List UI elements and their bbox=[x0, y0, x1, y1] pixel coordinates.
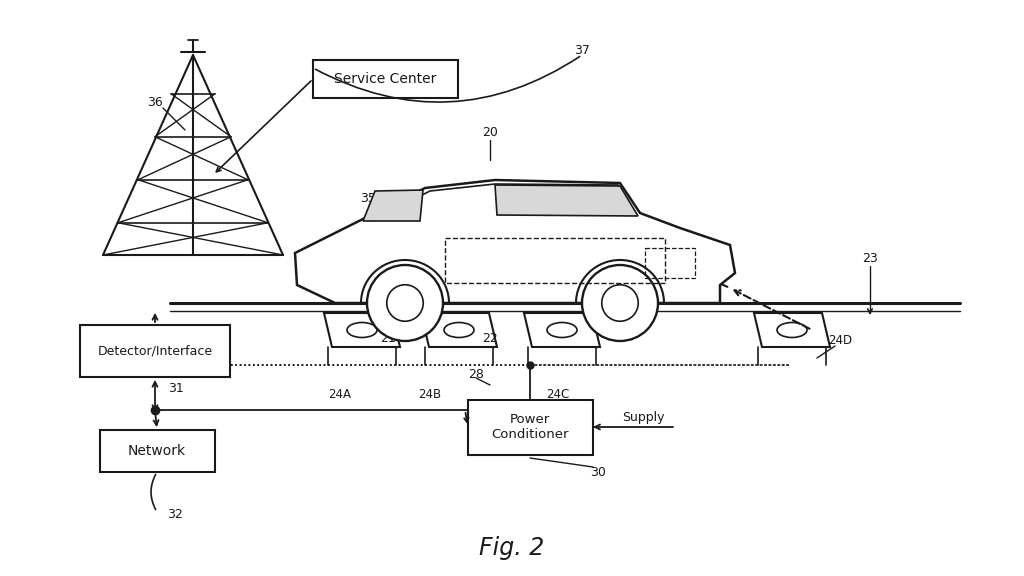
Text: 37: 37 bbox=[574, 44, 590, 56]
Circle shape bbox=[602, 285, 638, 321]
Bar bbox=[100, 430, 215, 472]
Text: 27: 27 bbox=[540, 211, 556, 225]
Text: 32: 32 bbox=[167, 507, 183, 521]
Polygon shape bbox=[295, 180, 735, 303]
Text: 22: 22 bbox=[482, 332, 498, 344]
Polygon shape bbox=[324, 313, 400, 347]
Ellipse shape bbox=[444, 323, 474, 338]
Ellipse shape bbox=[547, 323, 577, 338]
Bar bbox=[468, 400, 593, 455]
Circle shape bbox=[367, 265, 443, 341]
Polygon shape bbox=[495, 185, 638, 216]
Text: 26: 26 bbox=[717, 266, 733, 279]
Ellipse shape bbox=[347, 323, 377, 338]
Text: 24D: 24D bbox=[828, 334, 852, 347]
Text: 24C: 24C bbox=[547, 388, 569, 401]
Text: Fig. 2: Fig. 2 bbox=[479, 536, 545, 560]
Polygon shape bbox=[524, 313, 600, 347]
Text: Service Center: Service Center bbox=[334, 72, 436, 86]
Text: Power
Conditioner: Power Conditioner bbox=[492, 413, 568, 441]
Polygon shape bbox=[754, 313, 830, 347]
Text: 24A: 24A bbox=[329, 388, 351, 401]
Text: 21: 21 bbox=[380, 332, 396, 344]
Bar bbox=[645, 248, 695, 278]
Circle shape bbox=[582, 265, 658, 341]
Text: 30: 30 bbox=[590, 467, 606, 479]
Text: Detector/Interface: Detector/Interface bbox=[97, 344, 213, 358]
Bar bbox=[465, 246, 500, 268]
Bar bbox=[313, 60, 458, 98]
Text: 25: 25 bbox=[647, 232, 663, 244]
Circle shape bbox=[387, 285, 423, 321]
Text: 31: 31 bbox=[168, 381, 184, 395]
Text: 36: 36 bbox=[147, 96, 163, 108]
Polygon shape bbox=[421, 313, 497, 347]
Bar bbox=[80, 325, 230, 377]
Text: Supply: Supply bbox=[622, 411, 665, 423]
Bar bbox=[445, 238, 665, 283]
Text: 20: 20 bbox=[482, 126, 498, 138]
Polygon shape bbox=[362, 190, 423, 221]
Bar bbox=[445, 238, 665, 283]
Text: 35: 35 bbox=[360, 191, 376, 204]
Bar bbox=[560, 246, 610, 268]
Ellipse shape bbox=[777, 323, 807, 338]
Text: Network: Network bbox=[128, 444, 186, 458]
Text: 24B: 24B bbox=[419, 388, 441, 401]
Text: 23: 23 bbox=[862, 252, 878, 264]
Text: 28: 28 bbox=[468, 367, 484, 381]
